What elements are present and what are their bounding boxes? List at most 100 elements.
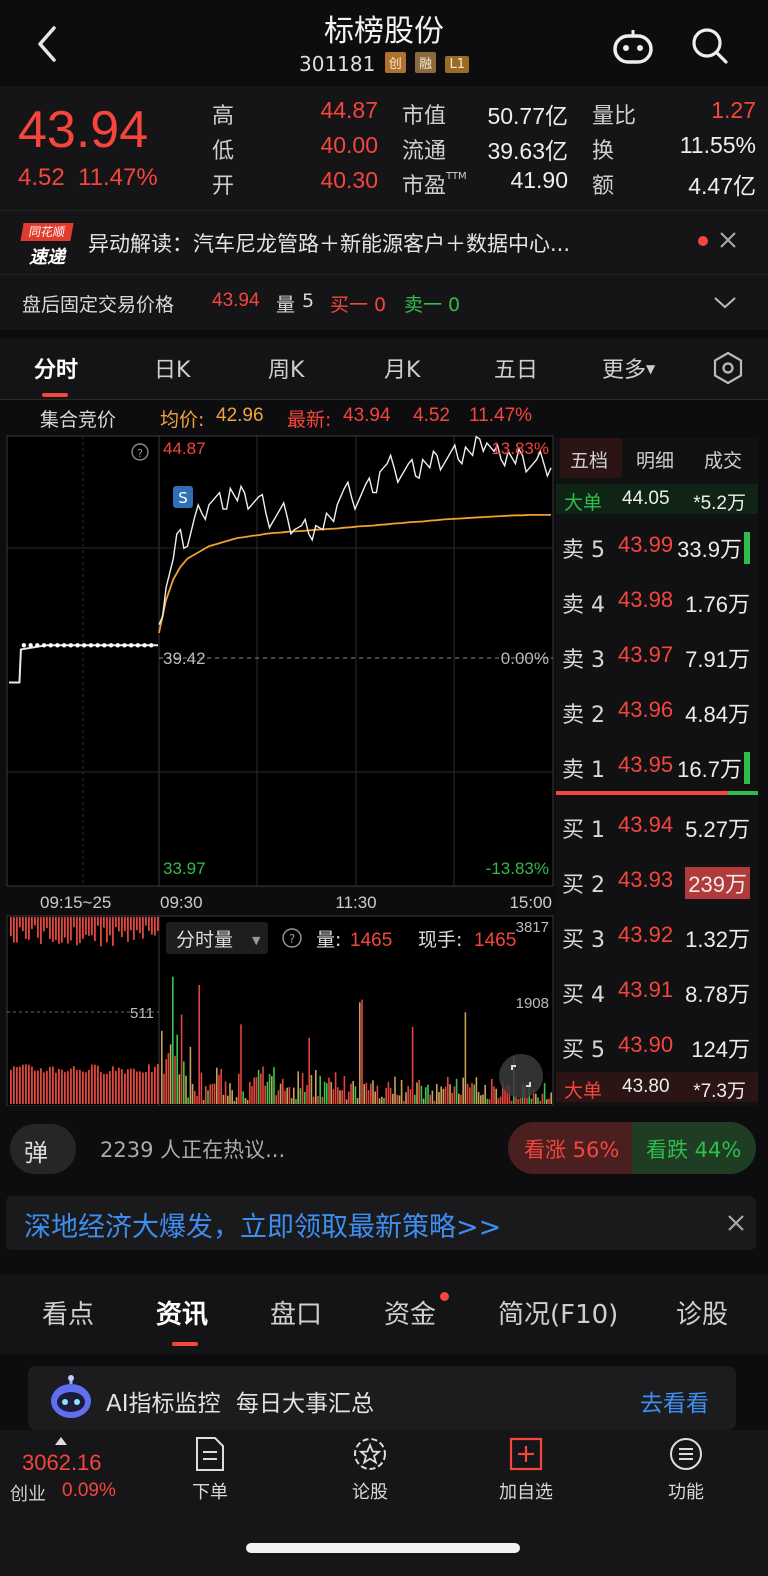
volume-bar <box>345 1099 348 1104</box>
auction-dot <box>149 643 154 648</box>
volume-bar <box>288 1087 291 1104</box>
auction-volume-bar <box>58 917 60 944</box>
tab-diagnosis[interactable]: 诊股 <box>676 1300 729 1330</box>
after-hours-fixed-price-row[interactable]: 盘后固定交易价格 43.94 量 5 买一 0 卖一 0 <box>0 274 768 330</box>
ask-row[interactable]: 卖 1 43.95 16.7万 <box>556 744 758 784</box>
bid-row[interactable]: 买 4 43.91 8.78万 <box>556 969 758 1009</box>
tab-five-day[interactable]: 五日 <box>494 358 539 383</box>
volume-bar <box>363 1084 365 1104</box>
volume-bar <box>425 1087 427 1104</box>
bid-row[interactable]: 买 5 43.90 124万 <box>556 1024 758 1064</box>
volume-bar <box>304 1091 306 1104</box>
volume-bar <box>475 1077 478 1104</box>
level-volume: 16.7万 <box>677 752 750 784</box>
nav-discuss[interactable]: 论股 <box>320 1436 420 1506</box>
ask-row[interactable]: 卖 2 43.96 4.84万 <box>556 689 758 729</box>
price-change: 4.52 11.47% <box>18 164 158 192</box>
volume-bar <box>495 1088 497 1104</box>
level-price: 43.93 <box>618 867 674 892</box>
fullscreen-button[interactable] <box>499 1054 543 1098</box>
volume-bar <box>271 1076 273 1104</box>
anomaly-alert-bar[interactable]: 同花顺 速递 异动解读：汽车尼龙管路＋新能源客户＋数据中心... <box>0 210 768 274</box>
tag-level1: L1 <box>445 56 469 73</box>
auction-dot <box>82 643 87 648</box>
volume-bar <box>202 1100 205 1104</box>
volume-help-icon[interactable] <box>282 928 302 948</box>
tab-more[interactable]: 更多▼ <box>602 358 656 383</box>
stat-label-pe: 市盈TTM <box>402 171 467 199</box>
auction-volume-bar <box>19 1066 21 1104</box>
tab-news[interactable]: 资讯 <box>156 1300 209 1330</box>
ask-row[interactable]: 卖 4 43.98 1.76万 <box>556 579 758 619</box>
caret-down-icon: ▼ <box>646 362 656 376</box>
settings-hexagon-icon[interactable] <box>710 350 746 386</box>
close-icon[interactable] <box>726 1213 746 1233</box>
volume-bar <box>293 1087 295 1104</box>
volume-bar <box>403 1101 405 1104</box>
big-order-bottom-label: 大单 <box>564 1080 603 1102</box>
level-label: 卖 3 <box>562 648 605 673</box>
vote-bearish-button[interactable]: 看跌 44% <box>632 1122 756 1174</box>
auction-volume-bar <box>55 1072 57 1104</box>
vote-bullish-button[interactable]: 看涨 56% <box>508 1122 632 1174</box>
chevron-down-icon[interactable] <box>712 295 738 311</box>
x-label-close: 15:00 <box>509 893 552 912</box>
bid-row[interactable]: 买 3 43.92 1.32万 <box>556 914 758 954</box>
tab-five-levels[interactable]: 五档 <box>570 450 609 472</box>
auction-volume-bar <box>121 917 123 937</box>
nav-functions[interactable]: 功能 <box>636 1436 736 1506</box>
auction-volume-bar <box>145 1071 147 1104</box>
tab-highlights[interactable]: 看点 <box>42 1300 95 1330</box>
robot-assistant-icon[interactable] <box>612 28 654 64</box>
nav-functions-label: 功能 <box>668 1482 704 1503</box>
tab-capital-flow[interactable]: 资金 <box>384 1300 437 1330</box>
auction-volume-bar <box>115 1070 117 1104</box>
discussion-count[interactable]: 2239 人正在热议... <box>100 1138 286 1162</box>
volume-bar <box>394 1076 396 1104</box>
volume-value: 1465 <box>350 930 392 951</box>
promo-banner[interactable]: 深地经济大爆发，立即领取最新策略>> <box>6 1196 756 1250</box>
nav-add-watchlist[interactable]: 加自选 <box>476 1436 576 1506</box>
help-icon[interactable] <box>131 443 149 461</box>
nav-place-order[interactable]: 下单 <box>160 1436 260 1506</box>
ai-card-action[interactable]: 去看看 <box>640 1391 709 1417</box>
auction-volume-bar <box>85 917 87 935</box>
header: 标榜股份 301181 创 融 L1 <box>0 0 768 86</box>
volume-bar <box>224 1081 227 1104</box>
auction-volume-bar <box>73 917 75 928</box>
stock-name: 标榜股份 <box>324 14 444 49</box>
unread-dot <box>698 236 708 246</box>
tab-order-book[interactable]: 盘口 <box>270 1300 323 1330</box>
intraday-chart[interactable]: 44.87 39.42 33.97 13.83% 0.00% -13.83% ?… <box>6 434 554 1106</box>
ai-monitor-card[interactable]: AI指标监控 每日大事汇总 去看看 <box>28 1366 736 1430</box>
auction-volume-bar <box>139 1071 141 1104</box>
volume-type-selector[interactable] <box>166 922 268 954</box>
tab-f10-profile[interactable]: 简况(F10) <box>498 1300 619 1330</box>
index-value[interactable]: 3062.16 <box>22 1450 102 1475</box>
back-arrow-icon[interactable] <box>28 22 68 66</box>
danmu-toggle-button[interactable]: 弹 <box>10 1124 76 1174</box>
bid-row[interactable]: 买 2 43.93 239万 <box>556 859 758 899</box>
level-price: 43.90 <box>618 1032 674 1057</box>
bid-row[interactable]: 买 1 43.94 5.27万 <box>556 804 758 844</box>
big-order-bottom-price: 43.80 <box>622 1076 670 1097</box>
search-icon[interactable] <box>690 26 730 66</box>
tab-weekly-k[interactable]: 周K <box>268 358 305 383</box>
volume-bar <box>339 1090 341 1104</box>
volume-bar <box>374 1091 376 1104</box>
tab-intraday[interactable]: 分时 <box>34 358 79 383</box>
auction-volume-bar <box>124 1073 126 1104</box>
volume-bar <box>284 1090 286 1104</box>
tab-tick-detail[interactable]: 明细 <box>636 450 675 472</box>
index-name: 创业 <box>10 1484 46 1505</box>
stat-label-high: 高 <box>212 104 235 129</box>
ask-row[interactable]: 卖 3 43.97 7.91万 <box>556 634 758 674</box>
close-icon[interactable] <box>718 230 738 250</box>
help-icon-glyph: ? <box>137 447 143 460</box>
signal-s-badge[interactable] <box>173 486 193 508</box>
pct-top-label: 13.83% <box>491 439 549 458</box>
ask-row[interactable]: 卖 5 43.99 33.9万 <box>556 524 758 564</box>
tab-monthly-k[interactable]: 月K <box>384 358 421 383</box>
tab-trades[interactable]: 成交 <box>704 450 743 472</box>
tab-daily-k[interactable]: 日K <box>154 358 191 383</box>
